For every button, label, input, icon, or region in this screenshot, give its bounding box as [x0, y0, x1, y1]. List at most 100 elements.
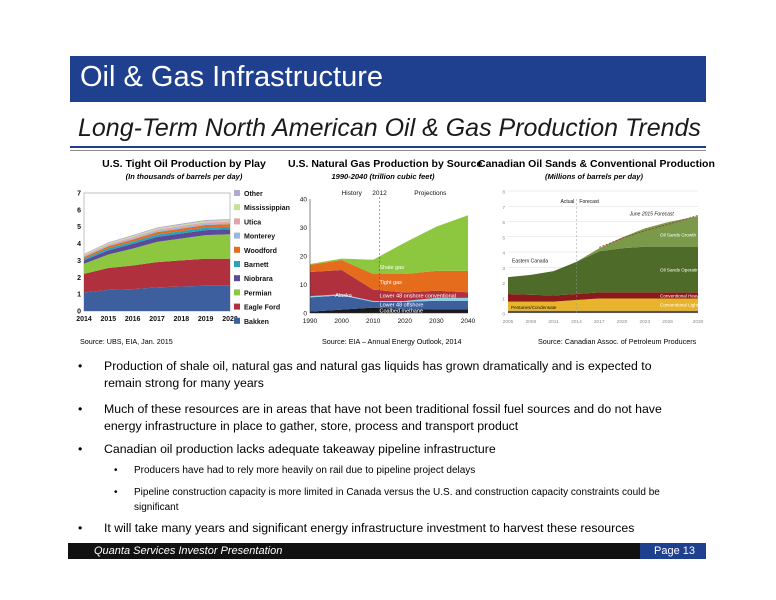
legend-swatch: [234, 190, 240, 196]
legend-swatch: [234, 275, 240, 282]
x-tick-label: 2014: [571, 319, 582, 325]
title-bar: Oil & Gas Infrastructure: [70, 56, 706, 102]
legend-label: Bakken: [244, 319, 269, 326]
bullet-item: Canadian oil production lacks adequate t…: [104, 442, 496, 456]
legend-label: Woodford: [244, 248, 277, 255]
annotation-label: Projections: [414, 190, 447, 197]
series-label: Tight gas: [380, 280, 403, 286]
x-tick-label: 2020: [398, 318, 413, 325]
divider-thin: [70, 150, 706, 151]
legend-label: Permian: [244, 290, 272, 297]
y-tick-label: 4: [77, 241, 81, 248]
y-tick-label: 7: [77, 191, 81, 198]
x-tick-label: 2030: [693, 319, 704, 325]
page-subtitle: Long-Term North American Oil & Gas Produ…: [78, 114, 701, 142]
legend-swatch: [234, 261, 240, 267]
x-tick-label: 2005: [503, 319, 514, 325]
series-label: Oil Sands Growth: [660, 232, 696, 237]
legend-swatch: [234, 303, 240, 310]
y-tick-label: 5: [502, 235, 505, 241]
series-label: Shale gas: [380, 265, 405, 271]
y-tick-label: 20: [300, 254, 308, 261]
y-tick-label: 1: [77, 292, 81, 299]
footer-bar: Quanta Services Investor Presentation: [68, 543, 706, 559]
footer-text: Quanta Services Investor Presentation: [94, 545, 283, 557]
x-tick-label: 2020: [617, 319, 628, 325]
x-tick-label: 2010: [366, 318, 381, 325]
legend-label: Monterey: [244, 234, 275, 241]
annotation-label: 2012: [372, 190, 387, 197]
chart2-source: Source: EIA – Annual Energy Outlook, 201…: [322, 337, 462, 346]
area-series-1: [310, 295, 468, 312]
legend-label: Utica: [244, 219, 261, 226]
chart1-title: U.S. Tight Oil Production by Play: [102, 158, 266, 170]
x-tick-label: 2015: [101, 316, 117, 323]
annotation-label: June 2015 Forecast: [629, 211, 675, 217]
area-series-3: [310, 269, 468, 302]
area-series-2: [508, 292, 698, 302]
area-series-2: [84, 234, 230, 274]
y-tick-label: 7: [502, 205, 505, 211]
y-tick-label: 8: [502, 190, 505, 196]
series-label: Lower 48 onshore conventional: [380, 293, 456, 299]
legend-label: Eagle Ford: [244, 305, 280, 312]
tight-oil-chart: 0 1 2 3 4 5 6 7 2014 2015 2016 2017 2018 2019 2020 Othe…: [76, 190, 290, 326]
page-title: Oil & Gas Infrastructure: [80, 61, 383, 93]
area-series-1: [84, 258, 230, 293]
chart1-source: Source: UBS, EIA, Jan. 2015: [80, 337, 173, 346]
chart2-title: U.S. Natural Gas Production by Source: [288, 158, 483, 170]
legend-swatch: [234, 204, 240, 211]
legend-swatch: [234, 246, 240, 253]
legend-label: Niobrara: [244, 276, 273, 283]
x-tick-label: 2020: [222, 316, 238, 323]
x-tick-label: 2030: [429, 318, 444, 325]
sub-bullet-item: Producers have had to rely more heavily …: [134, 465, 476, 476]
area-series-0: [508, 310, 698, 313]
bullet-marker: •: [78, 359, 83, 373]
annotation-label: History: [342, 190, 363, 197]
y-tick-label: 2: [502, 281, 505, 287]
x-tick-label: 2008: [525, 319, 536, 325]
series-label: Pentanes/Condensate: [511, 305, 557, 310]
y-tick-label: 3: [77, 258, 81, 265]
x-tick-label: 2016: [125, 316, 141, 323]
x-tick-label: 2026: [662, 319, 673, 325]
page-number: Page 13: [654, 545, 695, 557]
chart2-subtitle: 1990-2040 (trillion cubic feet): [331, 172, 435, 181]
series-label: Lower 48 offshore: [380, 303, 424, 309]
bullet-item: Much of these resources are in areas tha…: [104, 402, 662, 433]
x-tick-label: 2018: [174, 316, 190, 323]
bullet-marker: •: [78, 521, 83, 535]
bullet-item: Production of shale oil, natural gas and…: [104, 359, 652, 390]
sub-bullet-item: Pipeline construction capacity is more l…: [134, 487, 660, 513]
legend-swatch: [234, 317, 240, 324]
y-tick-label: 0: [303, 311, 307, 318]
series-label: Oil Sands Operating & In Construction: [660, 268, 704, 273]
chart1-subtitle: (In thousands of barrels per day): [125, 172, 243, 181]
chart3-title: Canadian Oil Sands & Conventional Produc…: [478, 158, 715, 170]
area-series-0: [310, 307, 468, 313]
area-series-3: [84, 229, 230, 264]
x-tick-label: 2023: [639, 319, 650, 325]
chart3-subtitle: (Millions of barrels per day): [545, 172, 643, 181]
area-series-3: [508, 246, 698, 296]
x-tick-label: 2019: [198, 316, 214, 323]
legend-swatch: [234, 232, 240, 239]
divider: [70, 146, 706, 148]
y-tick-label: 40: [300, 197, 308, 204]
area-series-0: [84, 285, 230, 311]
y-tick-label: 6: [502, 220, 505, 226]
bullet-item: It will take many years and significant …: [104, 521, 635, 535]
y-tick-label: 0: [77, 309, 81, 316]
sub-bullet-marker: •: [114, 465, 118, 476]
page-number-tab: Page 13: [640, 543, 706, 559]
sub-bullet-marker: •: [114, 487, 118, 498]
x-tick-label: 2011: [548, 319, 559, 325]
series-label: Coalbed methane: [380, 308, 423, 314]
annotation-label: Eastern Canada: [512, 259, 548, 265]
area-series-5: [310, 215, 468, 274]
area-series-4: [310, 259, 468, 293]
legend-label: Barnett: [244, 262, 269, 269]
x-tick-label: 2040: [461, 318, 476, 325]
area-series-2: [310, 294, 468, 302]
